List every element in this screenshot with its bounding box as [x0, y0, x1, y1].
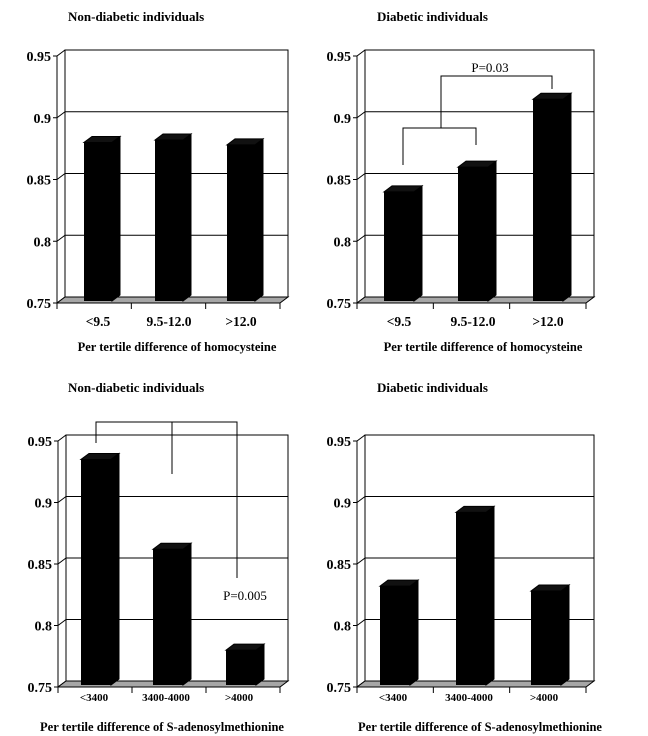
chart-panel-3: Non-diabetic individuals 0.95 0.9 0.85 0.8 0.…: [28, 380, 290, 734]
y-tick-label: 0.75: [28, 681, 53, 696]
y-tick-label: 0.95: [28, 435, 53, 450]
y-tick-mark: [356, 49, 366, 57]
y-tick-label: 0.8: [334, 620, 352, 635]
bar: [533, 99, 563, 301]
y-tick-mark: [57, 496, 67, 503]
bar: [84, 142, 112, 301]
y-tick-mark: [57, 557, 67, 565]
y-tick-label: 0.75: [327, 297, 352, 312]
y-tick-label: 0.85: [327, 558, 352, 573]
x-axis-label: Per tertile difference of homocysteine: [384, 340, 583, 354]
significance-bracket: P=0.03: [402, 60, 553, 165]
y-tick-mark: [356, 111, 366, 119]
y-tick-mark: [356, 173, 366, 180]
bar: [227, 144, 255, 301]
y-tick-mark: [57, 619, 67, 626]
significance-bracket: P=0.005: [95, 421, 267, 603]
x-tick-label: <9.5: [86, 314, 111, 329]
bar-side: [182, 542, 192, 686]
chart-title: Non-diabetic individuals: [68, 9, 204, 24]
bar: [458, 167, 488, 301]
chart-panel-1: Non-diabetic individuals 0.95 0.9 0.85 0.8 0.…: [27, 9, 290, 354]
chart-title: Non-diabetic individuals: [68, 380, 204, 395]
y-tick-label: 0.8: [35, 620, 53, 635]
y-tick-label: 0.95: [327, 435, 352, 450]
bar-side: [409, 579, 419, 686]
bar-side: [485, 505, 495, 686]
y-tick-mark: [356, 234, 366, 242]
y-tick-mark: [356, 434, 366, 442]
bar-side: [111, 135, 121, 302]
bar: [531, 591, 561, 685]
y-tick-mark: [56, 234, 66, 242]
y-tick-mark: [56, 173, 66, 180]
y-tick-mark: [356, 557, 366, 565]
y-tick-label: 0.95: [27, 50, 52, 65]
chart-title: Diabetic individuals: [377, 380, 488, 395]
x-axis-label: Per tertile difference of S-adenosylmeth…: [358, 720, 602, 734]
bar-side: [182, 132, 192, 302]
x-tick-label: >4000: [225, 692, 254, 704]
y-tick-label: 0.75: [27, 297, 52, 312]
bar: [155, 139, 183, 301]
x-tick-label: <3400: [80, 692, 109, 704]
x-tick-label: >4000: [530, 692, 559, 704]
y-tick-label: 0.95: [327, 50, 352, 65]
p-value-label: P=0.03: [471, 60, 508, 75]
chart-panel-4: Diabetic individuals 0.95 0.9 0.85 0.8 0.75 <3…: [327, 380, 603, 734]
x-tick-label: 3400-4000: [142, 692, 190, 704]
bar-side: [562, 92, 572, 302]
y-tick-label: 0.85: [28, 558, 53, 573]
x-tick-label: 9.5-12.0: [147, 314, 192, 329]
y-tick-label: 0.75: [327, 681, 352, 696]
y-tick-label: 0.9: [334, 112, 352, 127]
chart-panel-2: Diabetic individuals 0.95 0.9 0.85 0.8 0.75 <9…: [327, 9, 596, 354]
x-tick-label: 9.5-12.0: [451, 314, 496, 329]
y-tick-mark: [56, 111, 66, 119]
bar: [226, 650, 256, 685]
p-value-label: P=0.005: [223, 588, 267, 603]
bar: [456, 512, 486, 685]
x-tick-label: <3400: [379, 692, 408, 704]
y-tick-label: 0.8: [34, 235, 52, 250]
bar-side: [487, 160, 497, 302]
x-tick-label: <9.5: [387, 314, 412, 329]
bar: [380, 586, 410, 685]
y-tick-label: 0.9: [35, 497, 53, 512]
y-tick-mark: [57, 434, 67, 442]
y-tick-label: 0.85: [27, 174, 52, 189]
bar-side: [255, 643, 265, 686]
chart-title: Diabetic individuals: [377, 9, 488, 24]
x-tick-label: 3400-4000: [445, 692, 493, 704]
y-tick-label: 0.85: [327, 174, 352, 189]
x-tick-label: >12.0: [225, 314, 257, 329]
bar: [153, 549, 183, 685]
bar: [81, 459, 111, 685]
y-tick-label: 0.9: [334, 497, 352, 512]
x-axis-label: Per tertile difference of S-adenosylmeth…: [40, 720, 284, 734]
y-tick-label: 0.8: [334, 235, 352, 250]
bar-side: [560, 584, 570, 686]
bar: [384, 191, 414, 301]
y-tick-mark: [356, 619, 366, 626]
bar-side: [110, 452, 120, 686]
y-tick-mark: [356, 496, 366, 503]
x-axis-label: Per tertile difference of homocysteine: [78, 340, 277, 354]
y-tick-label: 0.9: [34, 112, 52, 127]
x-tick-label: >12.0: [532, 314, 564, 329]
bar-side: [413, 184, 423, 302]
bar-side: [254, 137, 264, 302]
y-tick-mark: [56, 49, 66, 57]
